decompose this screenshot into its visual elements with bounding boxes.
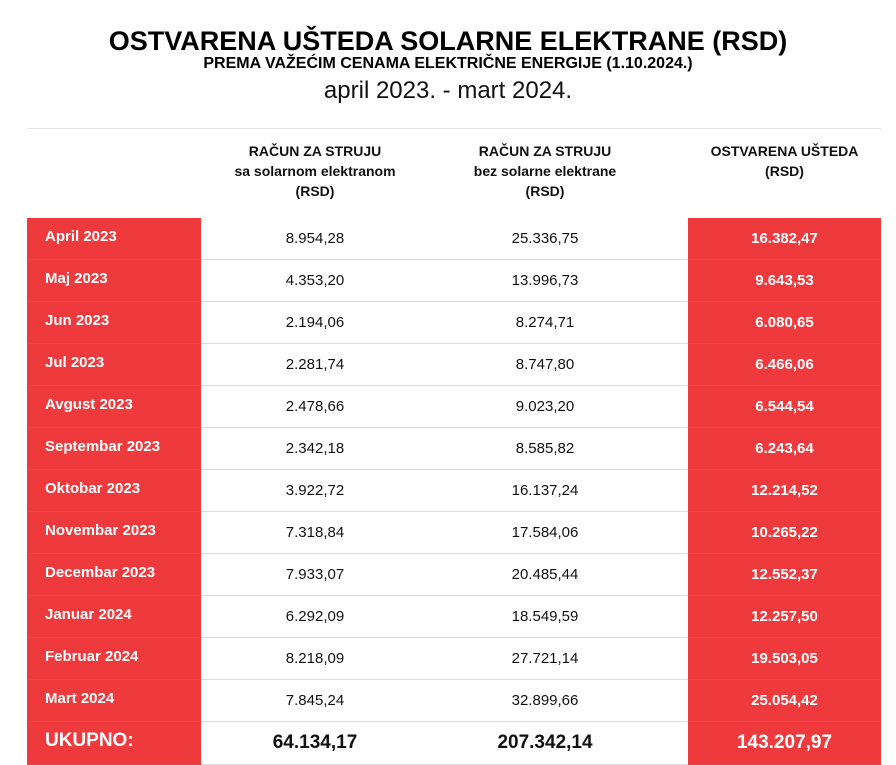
table-row: Septembar 2023 2.342,18 8.585,82 6.243,6… xyxy=(27,427,881,470)
header-row: RAČUN ZA STRUJU sa solarnom elektranom (RS… xyxy=(27,129,881,219)
page-subtitle: PREMA VAŽEĆIM CENAMA ELEKTRIČNE ENERGIJE… xyxy=(203,55,693,72)
savings-cell: 6.466,06 xyxy=(688,343,881,386)
with-solar-cell: 2.478,66 xyxy=(201,385,429,428)
without-solar-cell: 17.584,06 xyxy=(429,511,688,554)
savings-cell: 12.214,52 xyxy=(688,469,881,512)
without-solar-cell: 9.023,20 xyxy=(429,385,688,428)
without-solar-cell: 18.549,59 xyxy=(429,595,688,638)
table-row: Jun 2023 2.194,06 8.274,71 6.080,65 xyxy=(27,301,881,344)
with-solar-cell: 7.845,24 xyxy=(201,679,429,722)
header-line: RAČUN ZA STRUJU xyxy=(248,143,382,159)
table-row: Januar 2024 6.292,09 18.549,59 12.257,50 xyxy=(27,595,881,638)
header-line: bez solarne elektrane xyxy=(473,163,617,179)
with-solar-cell: 8.218,09 xyxy=(201,637,429,680)
month-cell: Maj 2023 xyxy=(27,259,201,302)
month-cell: Januar 2024 xyxy=(27,595,201,638)
month-cell: Jun 2023 xyxy=(27,301,201,344)
with-solar-cell: 7.933,07 xyxy=(201,553,429,596)
header-line: (RSD) xyxy=(765,163,804,179)
period: april 2023. - mart 2024. xyxy=(323,77,573,104)
header-with-solar: RAČUN ZA STRUJU sa solarnom elektranom (RS… xyxy=(201,129,429,219)
with-solar-cell: 2.194,06 xyxy=(201,301,429,344)
total-row: UKUPNO: 64.134,17 207.342,14 143.207,97 xyxy=(27,721,881,765)
table-row: Oktobar 2023 3.922,72 16.137,24 12.214,5… xyxy=(27,469,881,512)
savings-cell: 25.054,42 xyxy=(688,679,881,722)
table-row: Avgust 2023 2.478,66 9.023,20 6.544,54 xyxy=(27,385,881,428)
without-solar-cell: 25.336,75 xyxy=(429,218,688,260)
without-solar-cell: 8.274,71 xyxy=(429,301,688,344)
with-solar-cell: 8.954,28 xyxy=(201,218,429,260)
month-cell: Septembar 2023 xyxy=(27,427,201,470)
savings-cell: 6.544,54 xyxy=(688,385,881,428)
with-solar-cell: 2.281,74 xyxy=(201,343,429,386)
with-solar-cell: 4.353,20 xyxy=(201,259,429,302)
without-solar-cell: 8.585,82 xyxy=(429,427,688,470)
total-label: UKUPNO: xyxy=(27,721,201,765)
table-row: Mart 2024 7.845,24 32.899,66 25.054,42 xyxy=(27,679,881,722)
table-row: Jul 2023 2.281,74 8.747,80 6.466,06 xyxy=(27,343,881,386)
page-title: OSTVARENA UŠTEDA SOLARNE ELEKTRANE (RSD) xyxy=(108,26,788,56)
table-row: Decembar 2023 7.933,07 20.485,44 12.552,… xyxy=(27,553,881,596)
savings-cell: 12.257,50 xyxy=(688,595,881,638)
month-cell: Novembar 2023 xyxy=(27,511,201,554)
header-line: sa solarnom elektranom xyxy=(234,163,396,179)
header-line: (RSD) xyxy=(295,183,335,199)
savings-cell: 6.080,65 xyxy=(688,301,881,344)
month-cell: Decembar 2023 xyxy=(27,553,201,596)
month-cell: Oktobar 2023 xyxy=(27,469,201,512)
savings-cell: 6.243,64 xyxy=(688,427,881,470)
total-without-solar: 207.342,14 xyxy=(429,721,688,765)
header-line: RAČUN ZA STRUJU xyxy=(478,143,612,159)
header-savings: OSTVARENA UŠTEDA (RSD) xyxy=(688,129,881,219)
savings-cell: 9.643,53 xyxy=(688,259,881,302)
without-solar-cell: 8.747,80 xyxy=(429,343,688,386)
total-savings: 143.207,97 xyxy=(688,721,881,765)
table-row: Novembar 2023 7.318,84 17.584,06 10.265,… xyxy=(27,511,881,554)
month-cell: Avgust 2023 xyxy=(27,385,201,428)
month-cell: April 2023 xyxy=(27,218,201,260)
savings-table: RAČUN ZA STRUJU sa solarnom elektranom (RS… xyxy=(27,128,881,765)
with-solar-cell: 6.292,09 xyxy=(201,595,429,638)
savings-cell: 19.503,05 xyxy=(688,637,881,680)
table-row: April 2023 8.954,28 25.336,75 16.382,47 xyxy=(27,218,881,260)
with-solar-cell: 2.342,18 xyxy=(201,427,429,470)
without-solar-cell: 27.721,14 xyxy=(429,637,688,680)
with-solar-cell: 7.318,84 xyxy=(201,511,429,554)
savings-cell: 10.265,22 xyxy=(688,511,881,554)
savings-cell: 16.382,47 xyxy=(688,218,881,260)
total-with-solar: 64.134,17 xyxy=(201,721,429,765)
month-cell: Mart 2024 xyxy=(27,679,201,722)
without-solar-cell: 13.996,73 xyxy=(429,259,688,302)
header-without-solar: RAČUN ZA STRUJU bez solarne elektrane (RSD… xyxy=(429,129,688,219)
month-cell: Februar 2024 xyxy=(27,637,201,680)
table-row: Februar 2024 8.218,09 27.721,14 19.503,0… xyxy=(27,637,881,680)
table-row: Maj 2023 4.353,20 13.996,73 9.643,53 xyxy=(27,259,881,302)
without-solar-cell: 32.899,66 xyxy=(429,679,688,722)
savings-cell: 12.552,37 xyxy=(688,553,881,596)
without-solar-cell: 16.137,24 xyxy=(429,469,688,512)
with-solar-cell: 3.922,72 xyxy=(201,469,429,512)
month-cell: Jul 2023 xyxy=(27,343,201,386)
header-month xyxy=(27,129,201,219)
header-line: (RSD) xyxy=(525,183,565,199)
header-line: OSTVARENA UŠTEDA xyxy=(710,143,859,159)
without-solar-cell: 20.485,44 xyxy=(429,553,688,596)
